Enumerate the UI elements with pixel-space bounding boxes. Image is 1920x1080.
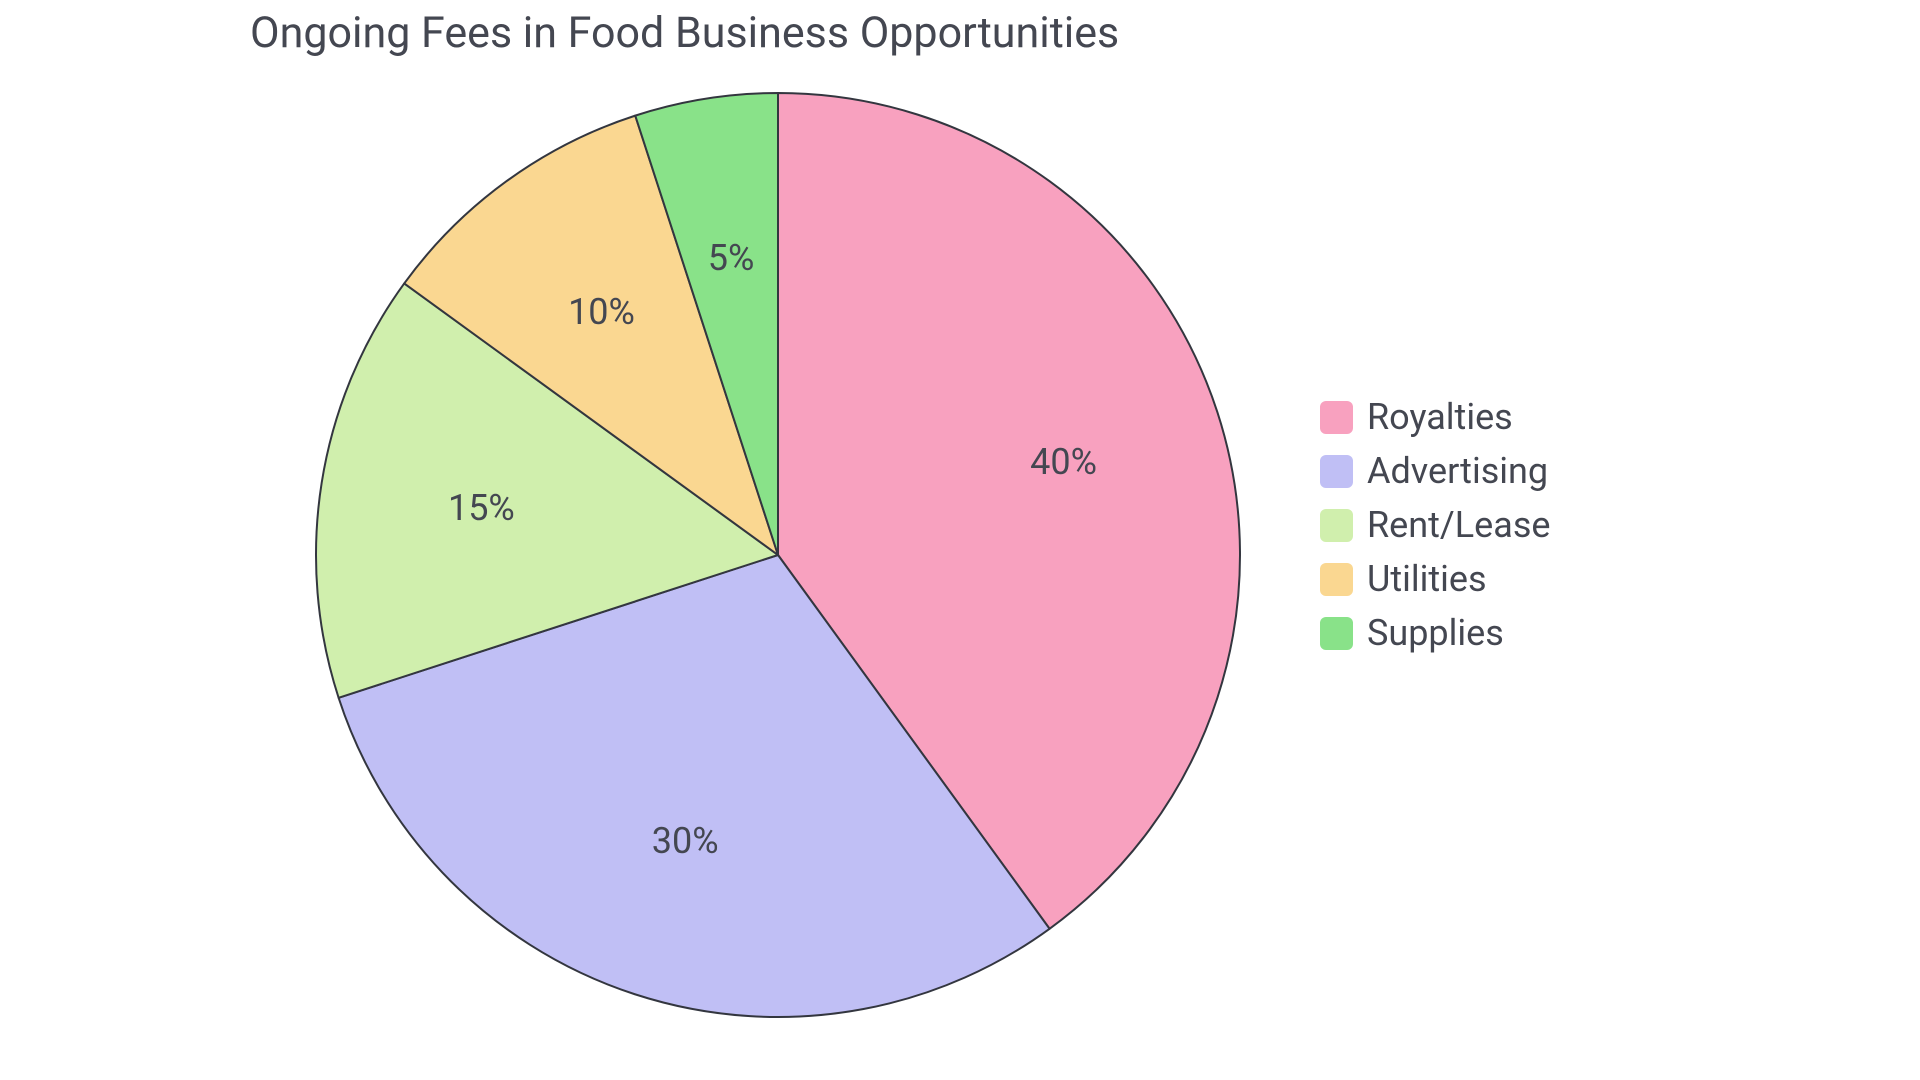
chart-legend: Royalties Advertising Rent/Lease Utilities S… [1320, 396, 1551, 666]
legend-swatch [1320, 401, 1353, 434]
legend-label: Royalties [1367, 396, 1513, 438]
legend-swatch [1320, 455, 1353, 488]
legend-label: Rent/Lease [1367, 504, 1551, 546]
legend-item[interactable]: Rent/Lease [1320, 504, 1551, 546]
legend-item[interactable]: Supplies [1320, 612, 1551, 654]
pie-chart [314, 91, 1242, 1019]
legend-item[interactable]: Utilities [1320, 558, 1551, 600]
legend-swatch [1320, 563, 1353, 596]
legend-label: Utilities [1367, 558, 1487, 600]
legend-swatch [1320, 509, 1353, 542]
legend-item[interactable]: Royalties [1320, 396, 1551, 438]
legend-swatch [1320, 617, 1353, 650]
legend-label: Advertising [1367, 450, 1548, 492]
legend-label: Supplies [1367, 612, 1504, 654]
legend-item[interactable]: Advertising [1320, 450, 1551, 492]
chart-title: Ongoing Fees in Food Business Opportunit… [250, 8, 1119, 58]
